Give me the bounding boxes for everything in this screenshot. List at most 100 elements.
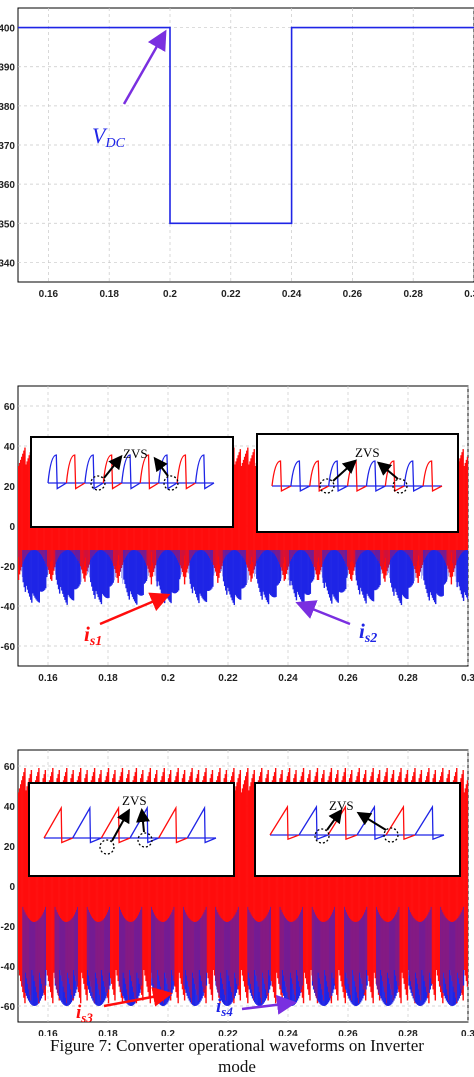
x-tick-label: 0.28 bbox=[398, 673, 418, 684]
inset-3a-arrow-2 bbox=[136, 808, 150, 833]
y-tick-label: 60 bbox=[4, 762, 16, 773]
inset-wave bbox=[47, 454, 67, 490]
inset-3b-arrow-1 bbox=[326, 808, 343, 831]
inset-2b: ZVS bbox=[256, 433, 459, 533]
panel-2-insets: ZVS ZVS bbox=[30, 433, 459, 533]
y-tick-label: 400 bbox=[0, 24, 15, 35]
is1-label-sub: s1 bbox=[89, 634, 102, 649]
y-tick-label: -20 bbox=[1, 562, 16, 573]
is1-label: is1 bbox=[84, 622, 102, 649]
inset-3a: ZVS bbox=[28, 782, 235, 877]
inset-wave bbox=[269, 804, 300, 841]
is3-arrow bbox=[103, 986, 173, 1008]
is3-label-sub: s3 bbox=[80, 1010, 93, 1025]
x-tick-label: 0.24 bbox=[278, 1029, 298, 1036]
vdc-series-line bbox=[18, 26, 474, 225]
inset-3b-mark-2 bbox=[383, 827, 399, 843]
inset-3b: ZVS bbox=[254, 782, 461, 877]
inset-3a-waves bbox=[43, 805, 217, 844]
is4-arrow bbox=[241, 994, 297, 1015]
y-tick-label: 360 bbox=[0, 180, 15, 191]
vdc-arrow bbox=[122, 29, 167, 105]
inset-wave bbox=[309, 460, 329, 493]
inset-3a-mark-2 bbox=[137, 832, 153, 848]
x-tick-label: 0.28 bbox=[398, 1029, 418, 1036]
is1-label-main: i bbox=[84, 622, 90, 646]
inset-wave bbox=[194, 454, 215, 490]
figure-canvas: 0.160.180.20.220.240.260.280.30400390380… bbox=[0, 7, 474, 1040]
inset-wave bbox=[121, 454, 141, 490]
inset-2a-waves bbox=[47, 454, 215, 490]
inset-2a-mark-2 bbox=[163, 475, 179, 491]
x-tick-label: 0.22 bbox=[218, 673, 238, 684]
x-tick-label: 0.26 bbox=[338, 1029, 358, 1036]
inset-wave bbox=[139, 454, 160, 490]
inset-3a-frame bbox=[28, 782, 235, 877]
y-tick-label: 380 bbox=[0, 102, 15, 113]
inset-2a-frame bbox=[30, 436, 234, 528]
panel-2: 0.16 0.18 0.2 0.22 0.24 0.26 0.28 0.3 60 40 20 0 -20… bbox=[1, 385, 474, 684]
inset-2a-arrow-1 bbox=[103, 454, 123, 479]
x-tick-label: 0.26 bbox=[343, 289, 363, 300]
inset-2b-mark-1 bbox=[319, 478, 335, 494]
inset-3b-label: ZVS bbox=[329, 798, 354, 813]
inset-wave bbox=[290, 460, 311, 493]
is2-label: is2 bbox=[359, 619, 377, 646]
y-tick-label: 0 bbox=[9, 882, 15, 893]
inset-2b-arrow-1 bbox=[332, 459, 357, 482]
inset-wave bbox=[298, 804, 329, 841]
inset-wave bbox=[72, 805, 102, 844]
vdc-label-sub: DC bbox=[104, 136, 125, 151]
vdc-label-main: V bbox=[92, 123, 108, 148]
inset-wave bbox=[84, 454, 104, 490]
y-tick-label: 40 bbox=[4, 442, 16, 453]
inset-2a-mark-1 bbox=[90, 475, 106, 491]
inset-2a-arrow-2 bbox=[153, 456, 169, 477]
inset-3b-arrow-2 bbox=[356, 811, 387, 831]
inset-2a: ZVS bbox=[30, 436, 234, 528]
x-tick-label: 0.28 bbox=[403, 289, 423, 300]
y-tick-label: 20 bbox=[4, 842, 16, 853]
y-tick-label: 390 bbox=[0, 63, 15, 74]
x-tick-label: 0.16 bbox=[38, 1029, 58, 1036]
x-tick-label: 0.3 bbox=[461, 1029, 474, 1036]
inset-wave bbox=[158, 805, 188, 844]
inset-2a-label: ZVS bbox=[123, 446, 148, 461]
is4-label: is4 bbox=[216, 996, 233, 1019]
y-tick-label: -40 bbox=[1, 602, 16, 613]
inset-3a-arrow-1 bbox=[111, 808, 130, 842]
y-tick-label: 350 bbox=[0, 219, 15, 230]
panel-3-annotations: is3 is4 bbox=[76, 986, 297, 1025]
x-tick-label: 0.24 bbox=[282, 289, 302, 300]
inset-wave bbox=[65, 454, 86, 490]
inset-wave bbox=[414, 804, 445, 841]
is3-label-main: i bbox=[76, 1002, 82, 1023]
x-tick-label: 0.2 bbox=[163, 289, 177, 300]
x-tick-label: 0.3 bbox=[461, 673, 474, 684]
inset-wave bbox=[129, 805, 159, 844]
panel-2-ticks: 0.16 0.18 0.2 0.22 0.24 0.26 0.28 0.3 60 40 20 0 -20… bbox=[1, 402, 474, 684]
x-tick-label: 0.18 bbox=[98, 673, 118, 684]
panel-2-annotations: is1 is2 bbox=[84, 592, 377, 649]
x-tick-label: 0.26 bbox=[338, 673, 358, 684]
y-tick-label: 0 bbox=[9, 522, 15, 533]
inset-wave bbox=[328, 460, 348, 493]
inset-wave bbox=[422, 460, 443, 493]
is4-label-main: i bbox=[216, 996, 222, 1017]
y-tick-label: -60 bbox=[1, 1002, 16, 1013]
y-tick-label: -20 bbox=[1, 922, 16, 933]
inset-3a-mark-1 bbox=[99, 839, 115, 855]
is3-label: is3 bbox=[76, 1002, 93, 1025]
x-tick-label: 0.18 bbox=[99, 289, 119, 300]
is2-label-main: i bbox=[359, 619, 365, 643]
y-tick-label: -60 bbox=[1, 642, 16, 653]
x-tick-label: 0.30 bbox=[464, 289, 474, 300]
vdc-label: VDC bbox=[92, 123, 126, 151]
figure-caption-line-2: mode bbox=[218, 1057, 256, 1076]
inset-wave bbox=[365, 460, 386, 493]
inset-wave bbox=[271, 460, 292, 493]
panel-1-annotation: VDC bbox=[92, 29, 167, 151]
x-tick-label: 0.22 bbox=[221, 289, 241, 300]
inset-2b-mark-2 bbox=[392, 478, 408, 494]
inset-wave bbox=[100, 805, 131, 844]
